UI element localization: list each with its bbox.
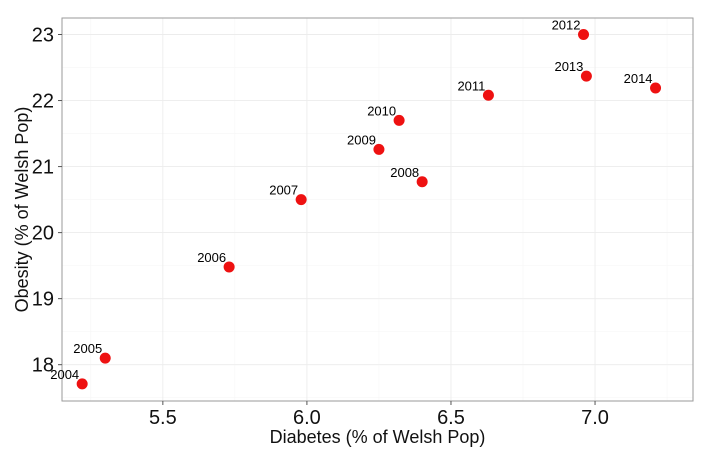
data-point-2014 bbox=[650, 82, 662, 94]
point-label-2011: 2011 bbox=[457, 78, 485, 93]
plot-panel-border bbox=[61, 17, 694, 402]
gridlines bbox=[62, 18, 693, 401]
data-points bbox=[76, 29, 662, 390]
data-point-2005 bbox=[99, 352, 111, 364]
data-point-2008 bbox=[416, 176, 428, 188]
axis-ticks: 5.5 6.0 6.5 7.0 18 19 20 21 22 23 bbox=[32, 25, 609, 429]
data-point-2010 bbox=[393, 114, 405, 126]
data-point-2011 bbox=[482, 89, 494, 101]
point-label-2012: 2012 bbox=[552, 18, 581, 33]
point-label-2013: 2013 bbox=[554, 59, 583, 74]
y-tick-label: 21 bbox=[32, 157, 54, 179]
data-point-2009 bbox=[373, 143, 385, 155]
y-tick-label: 20 bbox=[32, 223, 54, 245]
point-label-2006: 2006 bbox=[197, 250, 226, 265]
point-label-2010: 2010 bbox=[367, 103, 396, 118]
y-tick-label: 18 bbox=[32, 355, 54, 377]
x-tick-label: 6.0 bbox=[293, 407, 321, 429]
data-point-2007 bbox=[295, 194, 307, 206]
point-label-2007: 2007 bbox=[269, 183, 298, 198]
point-label-2005: 2005 bbox=[73, 341, 102, 356]
y-tick-label: 23 bbox=[32, 25, 54, 47]
data-point-2012 bbox=[578, 29, 590, 41]
y-tick-label: 19 bbox=[32, 289, 54, 311]
y-axis-title: Obesity (% of Welsh Pop) bbox=[12, 107, 32, 313]
data-point-2013 bbox=[580, 70, 592, 82]
data-point-2006 bbox=[223, 261, 235, 273]
x-tick-label: 6.5 bbox=[437, 407, 465, 429]
point-label-2004: 2004 bbox=[50, 367, 79, 382]
point-label-2009: 2009 bbox=[347, 132, 376, 147]
point-label-2008: 2008 bbox=[390, 165, 419, 180]
x-tick-label: 5.5 bbox=[149, 407, 177, 429]
data-point-2004 bbox=[76, 378, 88, 390]
point-labels: 2004 2005 2006 2007 2008 2009 2010 2011 2012 2013… bbox=[50, 18, 652, 382]
point-label-2014: 2014 bbox=[624, 71, 653, 86]
x-axis-title: Diabetes (% of Welsh Pop) bbox=[270, 427, 486, 447]
x-tick-label: 7.0 bbox=[581, 407, 609, 429]
y-tick-label: 22 bbox=[32, 91, 54, 113]
